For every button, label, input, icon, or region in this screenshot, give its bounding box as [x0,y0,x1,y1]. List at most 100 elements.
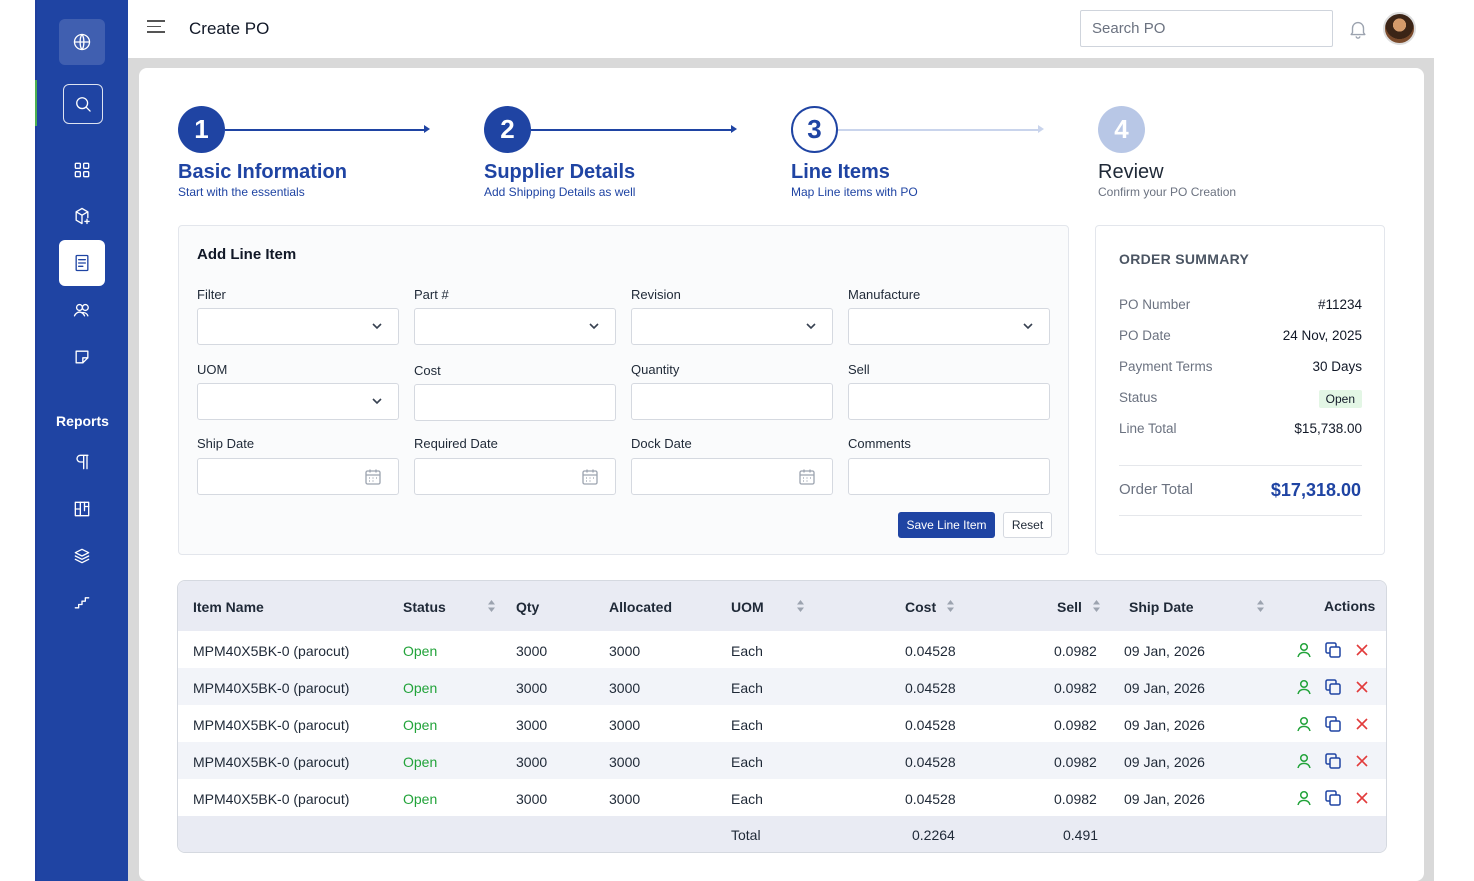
order-total-label: Order Total [1119,481,1193,498]
column-header-uom[interactable]: UOM [731,599,764,615]
package-add-icon[interactable] [59,193,105,239]
summary-row-status: Status Open [1119,390,1362,408]
table-row[interactable]: MPM40X5BK-0 (parocut) Open 3000 3000 Eac… [178,742,1386,779]
summary-key: PO Number [1119,297,1191,312]
assign-user-icon[interactable] [1295,752,1313,770]
required-date-picker[interactable] [414,458,616,495]
cell-allocated: 3000 [609,754,641,770]
board-icon[interactable] [59,486,105,532]
bell-icon[interactable] [1347,18,1369,40]
menu-icon[interactable] [147,20,165,36]
copy-icon[interactable] [1324,789,1342,807]
cell-ship-date: 09 Jan, 2026 [1124,717,1205,733]
step-connector [531,129,732,131]
sell-total: 0.491 [1063,827,1099,843]
delete-icon[interactable] [1353,678,1371,696]
avatar[interactable] [1383,12,1416,45]
order-total-value: $17,318.00 [1270,480,1361,500]
users-icon[interactable] [59,287,105,333]
delete-icon[interactable] [1353,752,1371,770]
summary-key: PO Date [1119,328,1171,343]
copy-icon[interactable] [1324,752,1342,770]
cell-allocated: 3000 [609,717,641,733]
stairs-icon[interactable] [59,579,105,625]
table-row[interactable]: MPM40X5BK-0 (parocut) Open 3000 3000 Eac… [178,631,1386,668]
search-input[interactable] [1080,10,1333,47]
cell-cost: 0.04528 [905,717,956,733]
layers-icon[interactable] [59,533,105,579]
column-header-cost[interactable]: Cost [905,599,937,615]
manufacture-select[interactable] [848,308,1050,345]
sort-icon[interactable] [1092,599,1101,613]
column-header-ship-date[interactable]: Ship Date [1129,599,1194,615]
grid-icon[interactable] [59,147,105,193]
step-arrow [1038,125,1044,133]
part-label: Part # [414,287,449,302]
assign-user-icon[interactable] [1295,789,1313,807]
paragraph-icon[interactable] [59,439,105,485]
comments-input[interactable] [848,458,1050,495]
step-4[interactable]: 4 [1098,106,1145,153]
step-4-number: 4 [1098,106,1145,153]
column-header-actions: Actions [1324,598,1376,614]
globe-icon[interactable] [59,19,105,65]
status-badge: Open [1318,390,1362,408]
cell-uom: Each [731,754,763,770]
delete-icon[interactable] [1353,789,1371,807]
table-row[interactable]: MPM40X5BK-0 (parocut) Open 3000 3000 Eac… [178,668,1386,705]
step-3[interactable]: 3 [791,106,838,153]
sort-icon[interactable] [796,599,805,613]
cell-uom: Each [731,680,763,696]
cell-qty: 3000 [516,643,548,659]
window-edge [0,0,37,881]
step-1[interactable]: 1 [178,106,225,153]
copy-icon[interactable] [1324,678,1342,696]
save-line-item-button[interactable]: Save Line Item [898,512,995,538]
sort-icon[interactable] [946,599,955,613]
copy-icon[interactable] [1324,641,1342,659]
step-arrow [424,125,430,133]
cell-status: Open [403,717,438,733]
cell-item-name: MPM40X5BK-0 (parocut) [193,717,350,733]
table-row[interactable]: MPM40X5BK-0 (parocut) Open 3000 3000 Eac… [178,779,1386,816]
chevron-down-icon [1023,323,1033,330]
delete-icon[interactable] [1353,641,1371,659]
copy-icon[interactable] [1324,715,1342,733]
receipt-icon[interactable] [59,240,105,286]
quantity-input[interactable] [631,383,833,420]
search-icon[interactable] [63,84,103,124]
step-2-subtitle: Add Shipping Details as well [484,185,636,199]
sticky-note-icon[interactable] [59,334,105,380]
cell-cost: 0.04528 [905,754,956,770]
step-1-subtitle: Start with the essentials [178,185,305,199]
cost-input[interactable] [414,384,616,421]
summary-row-line-total: Line Total $15,738.00 [1119,421,1362,439]
summary-title: ORDER SUMMARY [1119,251,1250,267]
line-items-table: Item Name Status Qty Allocated UOM Cost … [177,580,1387,853]
sort-icon[interactable] [1256,599,1265,613]
step-2[interactable]: 2 [484,106,531,153]
sell-input[interactable] [848,383,1050,420]
column-header-status[interactable]: Status [403,599,446,615]
reset-button[interactable]: Reset [1003,512,1052,538]
assign-user-icon[interactable] [1295,715,1313,733]
uom-select[interactable] [197,383,399,420]
cell-sell: 0.0982 [1054,643,1097,659]
assign-user-icon[interactable] [1295,641,1313,659]
top-header: Create PO [128,0,1434,58]
cell-status: Open [403,643,438,659]
filter-select[interactable] [197,308,399,345]
delete-icon[interactable] [1353,715,1371,733]
dock-date-picker[interactable] [631,458,833,495]
cell-ship-date: 09 Jan, 2026 [1124,680,1205,696]
ship-date-label: Ship Date [197,436,255,451]
column-header-sell[interactable]: Sell [1057,599,1082,615]
revision-select[interactable] [631,308,833,345]
table-row[interactable]: MPM40X5BK-0 (parocut) Open 3000 3000 Eac… [178,705,1386,742]
ship-date-picker[interactable] [197,458,399,495]
part-select[interactable] [414,308,616,345]
cell-status: Open [403,680,438,696]
sort-icon[interactable] [487,599,496,613]
table-header: Item Name Status Qty Allocated UOM Cost … [178,581,1386,631]
assign-user-icon[interactable] [1295,678,1313,696]
